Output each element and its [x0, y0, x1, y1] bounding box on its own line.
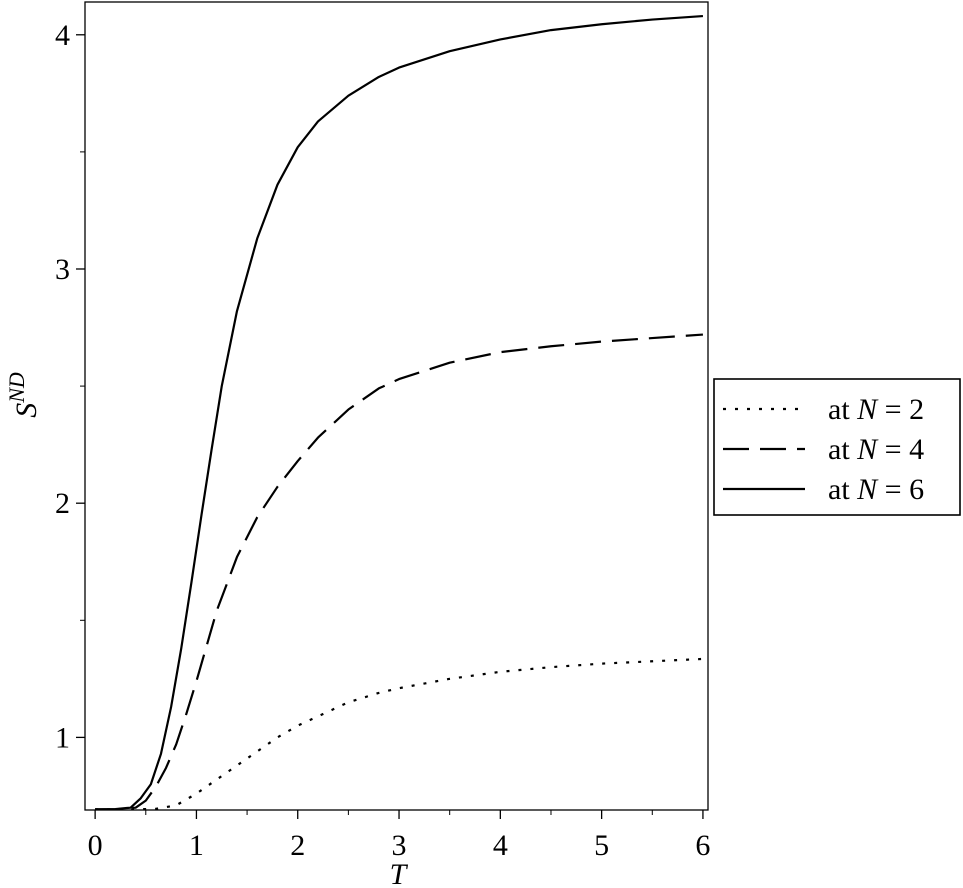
legend-box — [713, 378, 961, 516]
y-tick-label: 2 — [55, 487, 70, 520]
x-tick-label: 2 — [290, 829, 305, 862]
legend-label-1: at N = 2 — [828, 393, 924, 426]
series-line-1 — [95, 657, 703, 811]
series-lines — [95, 14, 704, 811]
series-line-3 — [95, 14, 704, 811]
y-axis-label-superscript: ND — [4, 372, 29, 404]
legend-label-2: at N = 4 — [828, 433, 924, 466]
legend: at N = 2 at N = 4 at N = 6 — [713, 378, 961, 516]
x-tick-label: 4 — [493, 829, 508, 862]
y-tick-label: 3 — [55, 253, 70, 286]
y-axis-label: SND — [4, 372, 43, 418]
x-axis-label: T — [390, 858, 409, 888]
x-axis: 0 1 2 3 4 5 6 — [88, 810, 710, 862]
x-tick-label: 1 — [189, 829, 204, 862]
legend-label-3: at N = 6 — [828, 473, 924, 506]
x-tick-label: 6 — [695, 829, 710, 862]
series-line-2 — [95, 333, 704, 811]
y-axis-label-base: S — [10, 403, 43, 418]
y-tick-label: 1 — [55, 721, 70, 754]
x-tick-label: 5 — [594, 829, 609, 862]
y-axis: 1 2 3 4 — [55, 19, 85, 754]
plot-frame — [84, 1, 709, 811]
y-tick-label: 4 — [55, 19, 70, 52]
x-tick-label: 3 — [392, 829, 407, 862]
x-tick-label: 0 — [88, 829, 103, 862]
